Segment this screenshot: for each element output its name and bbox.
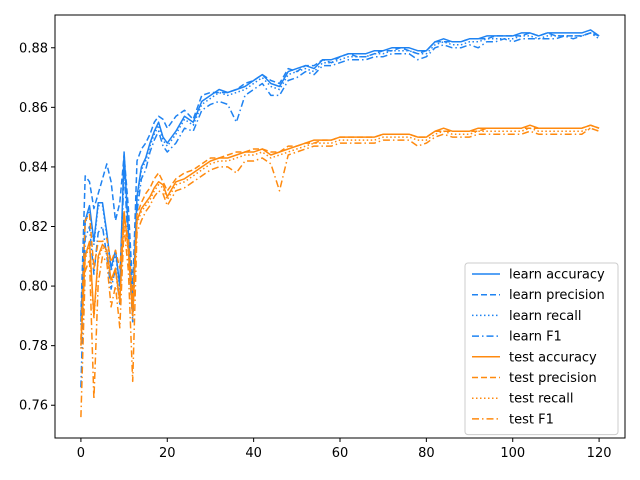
legend-label: learn recall xyxy=(509,309,581,324)
series-lines xyxy=(80,29,600,418)
x-tick-label: 60 xyxy=(332,446,349,461)
y-tick-label: 0.78 xyxy=(19,339,48,354)
series-line-test-precision xyxy=(80,124,600,340)
x-tick-label: 40 xyxy=(245,446,262,461)
y-tick-label: 0.86 xyxy=(19,101,48,116)
legend-label: test recall xyxy=(509,392,574,407)
legend-label: test F1 xyxy=(509,412,554,427)
y-tick-label: 0.84 xyxy=(19,160,48,175)
x-axis: 0 20 40 60 80 100 120 xyxy=(77,438,612,461)
legend-label: learn precision xyxy=(509,288,605,303)
legend: learn accuracy learn precision learn recal… xyxy=(464,262,619,436)
x-tick-label: 100 xyxy=(500,446,525,461)
x-tick-label: 20 xyxy=(159,446,176,461)
legend-label: test accuracy xyxy=(509,350,597,365)
y-tick-label: 0.82 xyxy=(19,220,48,235)
y-tick-label: 0.80 xyxy=(19,280,48,295)
x-tick-label: 120 xyxy=(587,446,612,461)
series-line-learn-F1 xyxy=(80,32,600,388)
legend-label: learn accuracy xyxy=(509,268,605,283)
series-line-test-F1 xyxy=(80,127,600,418)
legend-label: learn F1 xyxy=(509,330,562,345)
legend-box xyxy=(464,262,619,436)
series-line-learn-precision xyxy=(80,32,600,316)
y-tick-label: 0.76 xyxy=(19,399,48,414)
series-line-test-recall xyxy=(80,127,600,349)
y-tick-label: 0.88 xyxy=(19,41,48,56)
y-axis: 0.76 0.78 0.80 0.82 0.84 0.86 0.88 xyxy=(19,41,55,414)
x-tick-label: 80 xyxy=(418,446,435,461)
x-tick-label: 0 xyxy=(77,446,85,461)
legend-label: test precision xyxy=(509,371,597,386)
